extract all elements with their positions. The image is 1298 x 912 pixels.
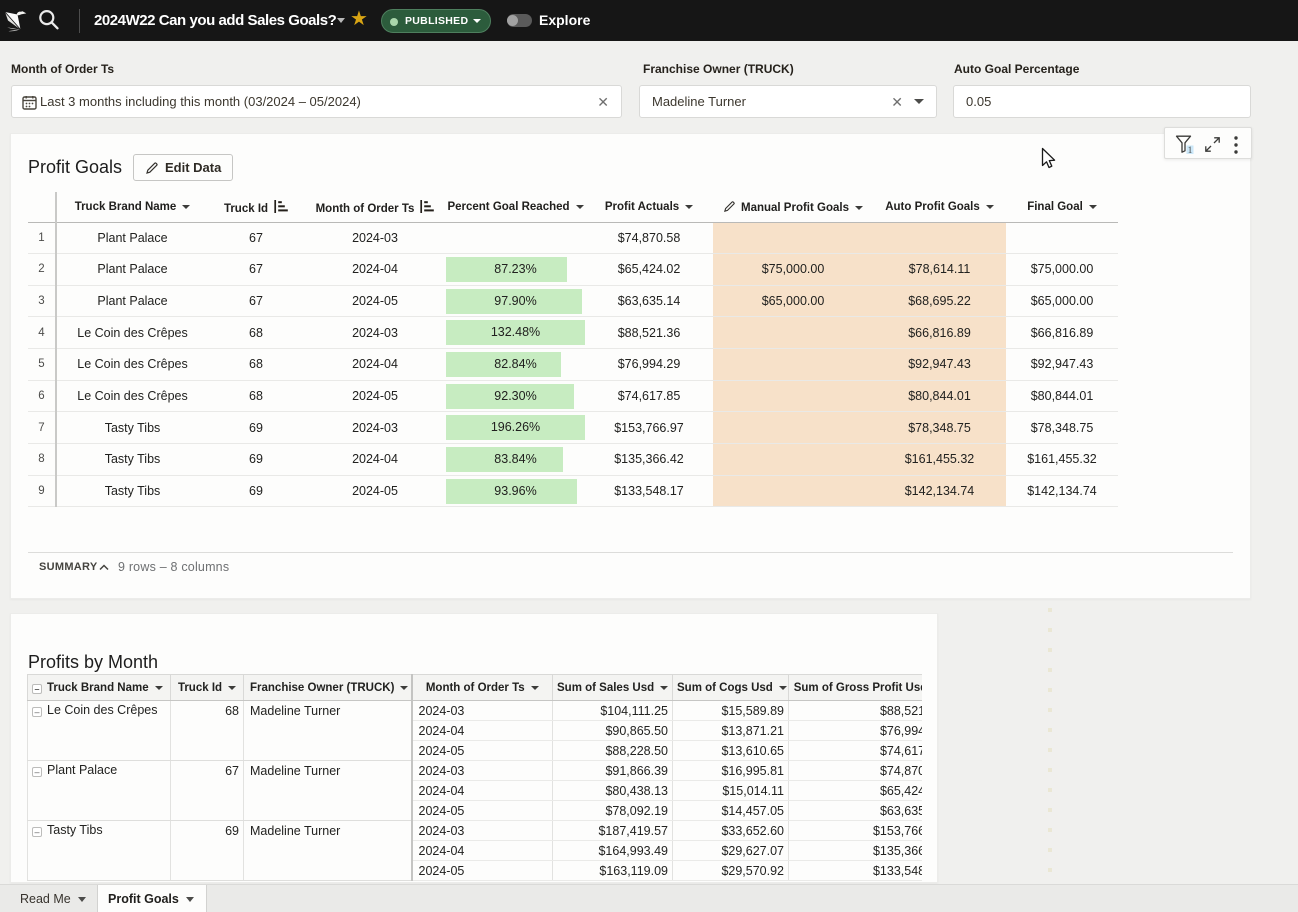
svg-text:1: 1: [1188, 146, 1193, 155]
